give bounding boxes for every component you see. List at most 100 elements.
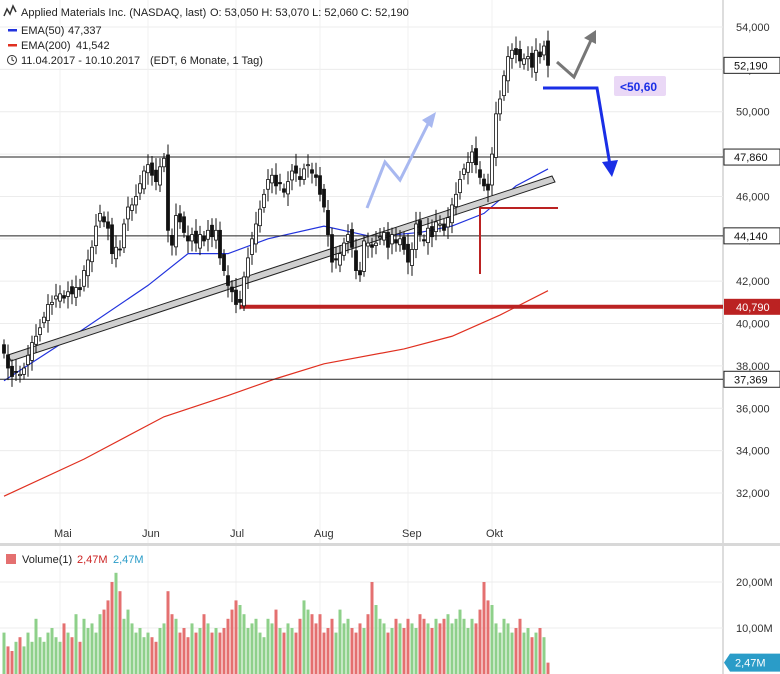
volume-bar [482,582,486,674]
candle-body [230,286,234,293]
volume-bar [38,637,42,674]
trend-channel-band [7,175,556,362]
volume-axis-ticks: 10,00M 20,00M 2,47M [724,577,780,672]
candle-body [342,242,346,256]
volume-bar [154,641,158,674]
volume-bar [226,618,230,674]
candle-body [522,58,526,65]
panel-separator[interactable] [0,543,780,546]
volume-bar [110,582,114,674]
x-tick-label: Aug [314,528,334,540]
x-axis-ticks: Mai Jun Jul Aug Sep Okt [54,528,503,540]
candle-body [298,176,302,180]
candle-body [18,373,22,377]
volume-bar [442,618,446,674]
candle-body [70,286,74,295]
volume-bar [326,628,330,674]
volume-bar [530,637,534,674]
candle-body [210,224,214,238]
volume-bar [106,600,110,674]
candle-body [518,49,522,62]
candle-body [394,239,398,244]
candle-body [138,183,142,194]
volume-bar [190,623,194,674]
candle-body [386,232,390,248]
volume-bar [262,637,266,674]
volume-bar [270,623,274,674]
candle-body [202,235,206,242]
volume-bar [2,632,6,674]
candle-body [330,234,334,263]
candle-body [14,371,18,373]
candle-body [426,227,430,244]
target-label-box [614,76,666,96]
candle-body [166,154,170,231]
volume-bar [46,632,50,674]
volume-bar [18,637,22,674]
volume-bar [74,614,78,674]
volume-tick-label: 10,00M [736,623,773,635]
last-price-label: 52,190 [734,60,768,72]
volume-bar [334,632,338,674]
candle-body [474,148,478,166]
candle-body [82,270,86,287]
volume-bar [178,632,182,674]
candle-body [274,174,278,187]
candle-body [502,75,506,97]
volume-bar [322,632,326,674]
volume-value-blue: 2,47M [113,554,144,566]
candle-body [362,240,366,272]
volume-bar [22,646,26,674]
volume-bar [130,623,134,674]
ema200-legend-label: EMA(200) [21,40,71,52]
y-tick-label: 46,000 [736,191,770,203]
volume-bar [162,623,166,674]
volume-bar [418,614,422,674]
candle-body [6,354,10,369]
volume-bar [350,628,354,674]
candle-body [458,179,462,194]
projection-gray-arrowhead [584,30,596,44]
volume-bar [274,609,278,674]
candle-body [102,216,106,223]
candle-body [158,166,162,186]
projection-gray-line [556,37,594,80]
candle-body [478,169,482,178]
volume-bar [298,618,302,674]
candle-body [246,257,250,278]
ema50-legend-swatch [8,29,17,32]
candle-body [174,215,178,248]
candle-body [446,217,450,228]
vertical-grid [59,0,493,674]
volume-bar [230,609,234,674]
ema50-line [3,168,549,382]
candle-body [270,174,274,184]
target-arrow-line [543,86,612,166]
volume-title: Volume(1) [22,554,72,566]
ema50-path [3,168,549,382]
volume-header: Volume(1) 2,47M 2,47M [6,554,144,566]
candle-body [338,253,342,266]
volume-bar [54,637,58,674]
volume-bar [66,632,70,674]
candle-body [178,213,182,223]
volume-bar [122,618,126,674]
volume-bar [306,609,310,674]
volume-bar [186,637,190,674]
candle-body [538,51,542,58]
candle-body [22,367,26,375]
candle-body [242,276,246,307]
volume-bar [398,623,402,674]
ema50-legend-value: 47,337 [68,25,102,37]
candle-body [110,224,114,255]
candle-body [126,206,130,220]
candle-body [10,365,14,377]
candle-body [506,56,510,82]
volume-bar [490,605,494,674]
candle-body [322,188,326,208]
candle-body [442,223,446,231]
volume-bar [534,632,538,674]
volume-bar [126,609,130,674]
volume-bar [146,632,150,674]
volume-bar [410,623,414,674]
